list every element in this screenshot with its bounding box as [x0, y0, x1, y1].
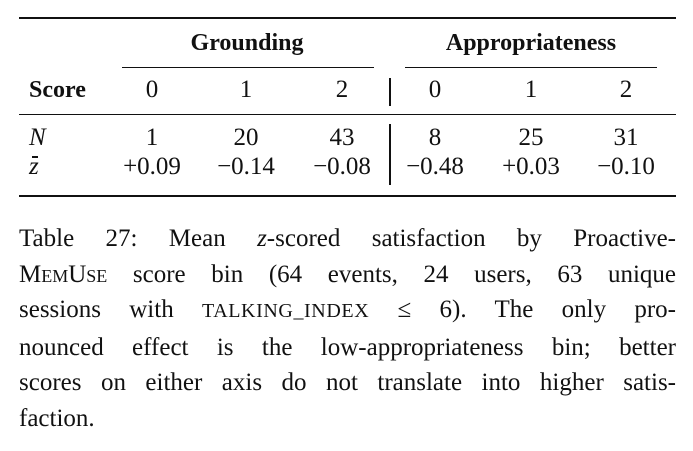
row-n-label: N — [29, 124, 46, 151]
caption-line-5: scores on either axis do not translate i… — [19, 369, 676, 396]
appropriateness-score-0: 0 — [428, 76, 442, 103]
grounding-header: Grounding — [190, 30, 304, 56]
group-divider-body — [389, 124, 391, 185]
caption-line-2: MemUse score bin (64 events, 24 users, 6… — [19, 260, 676, 288]
table-caption: Table 27: Mean z-scored satisfaction by … — [19, 221, 676, 436]
caption-line-4: nounced effect is the low-appropriatenes… — [19, 333, 676, 361]
row-zbar-cell-5: +0.03 — [502, 153, 560, 180]
caption-line-6: faction. — [19, 404, 95, 432]
table-top-rule — [19, 17, 676, 19]
group-divider-header — [389, 78, 391, 106]
row-zbar-cell-2: −0.14 — [217, 153, 275, 180]
row-zbar-cell-4: −0.48 — [406, 153, 464, 180]
caption-z-symbol: z — [257, 225, 267, 252]
row-zbar-cell-6: −0.10 — [597, 153, 655, 180]
appropriateness-score-1: 1 — [524, 76, 538, 103]
header-separator-rule — [19, 114, 676, 116]
row-n-cell-1: 1 — [145, 124, 159, 151]
score-row-header: Score — [29, 77, 86, 103]
row-zbar-cell-1: +0.09 — [123, 153, 181, 180]
row-n-cell-6: 31 — [613, 124, 639, 151]
appropriateness-header: Appropriateness — [445, 30, 617, 56]
table-bottom-rule — [19, 195, 676, 197]
caption-memuse: MemUse — [19, 260, 108, 288]
row-n-cell-3: 43 — [329, 124, 355, 151]
grounding-score-0: 0 — [145, 76, 159, 103]
row-n-cell-4: 8 — [428, 124, 442, 151]
grounding-score-1: 1 — [239, 76, 253, 103]
row-n-cell-5: 25 — [518, 124, 544, 151]
caption-line-1: Table 27: Mean z-scored satisfaction by … — [19, 225, 676, 252]
grounding-cmidrule — [122, 67, 374, 69]
row-zbar-cell-3: −0.08 — [313, 153, 371, 180]
grounding-score-2: 2 — [335, 76, 349, 103]
appropriateness-cmidrule — [405, 67, 657, 69]
caption-line-3: sessions with TALKING_INDEX ≤ 6). The on… — [19, 296, 677, 323]
appropriateness-score-2: 2 — [619, 76, 633, 103]
row-zbar-label: z — [29, 153, 39, 180]
caption-talking-index: TALKING_INDEX — [201, 300, 370, 322]
row-n-cell-2: 20 — [233, 124, 259, 151]
